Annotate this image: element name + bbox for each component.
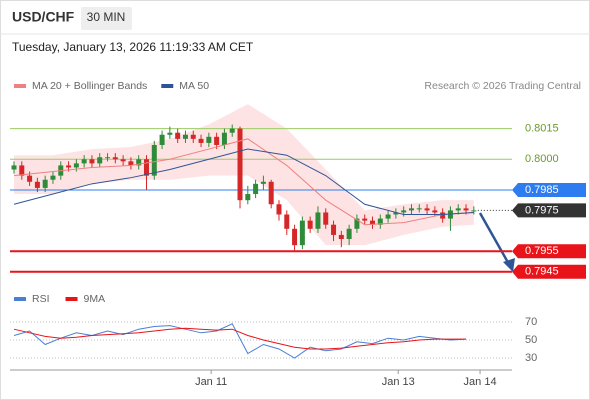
level-label: 0.8015	[525, 123, 559, 135]
candle-body	[190, 134, 196, 139]
legend-label: MA 50	[179, 80, 209, 92]
credit: Research © 2026 Trading Central	[424, 80, 581, 92]
candle-body	[27, 175, 33, 182]
candle-body	[151, 144, 157, 176]
candle-body	[97, 157, 103, 164]
level-label-box	[512, 264, 586, 279]
candle-body	[89, 159, 95, 164]
candle-body	[136, 159, 142, 166]
candle-body	[221, 132, 227, 145]
y-tick-label: 70	[525, 316, 537, 328]
candle-body	[471, 210, 477, 212]
timeframe-badge	[81, 7, 132, 30]
candle-body	[42, 179, 48, 188]
level-label: 0.8000	[525, 153, 559, 165]
legend-label: MA 20 + Bollinger Bands	[32, 80, 147, 92]
legend-label: 9MA	[84, 293, 106, 305]
candle-body	[338, 234, 344, 240]
candle-body	[268, 181, 274, 205]
candle-body	[331, 224, 337, 235]
candle-body	[323, 212, 329, 225]
candle-body	[276, 204, 282, 215]
candle-body	[463, 208, 469, 211]
ma-line	[13, 138, 474, 226]
candle-body	[50, 175, 56, 180]
candle-body	[385, 214, 391, 219]
candle-body	[237, 128, 243, 201]
chart-title: USD/CHF	[12, 9, 75, 25]
level-label: 0.7945	[525, 266, 559, 278]
legend-swatch	[65, 297, 78, 301]
candle-body	[432, 210, 438, 213]
candle-body	[182, 134, 188, 139]
level-label: 0.7955	[525, 245, 559, 257]
level-label-box	[512, 182, 586, 197]
candle-body	[299, 220, 305, 246]
candle-body	[362, 218, 368, 221]
candle-body	[229, 128, 235, 133]
legend-swatch	[161, 84, 174, 88]
candle-body	[112, 157, 118, 160]
x-tick-label: Jan 14	[464, 376, 497, 388]
timeframe: 30 MIN	[87, 10, 126, 24]
candle-body	[11, 165, 17, 170]
candle-body	[143, 159, 149, 176]
legend-swatch	[14, 297, 26, 301]
candle-body	[253, 183, 259, 195]
candle-body	[245, 194, 251, 201]
candle-body	[408, 208, 414, 211]
candle-body	[424, 208, 430, 211]
y-tick-label: 30	[525, 352, 537, 364]
rsi-line	[13, 327, 467, 350]
candle-body	[198, 138, 204, 143]
legend-label: RSI	[32, 293, 50, 305]
candle-body	[206, 136, 212, 143]
candle-body	[73, 163, 79, 168]
candle-body	[292, 228, 298, 246]
candle-body	[377, 218, 383, 225]
candle-body	[214, 136, 220, 145]
level-label-box	[512, 244, 586, 259]
level-label: 0.7985	[525, 184, 559, 196]
timestamp: Tuesday, January 13, 2026 11:19:33 AM CE…	[12, 40, 254, 54]
y-tick-label: 50	[525, 334, 537, 346]
candle-body	[260, 181, 266, 184]
candle-body	[354, 218, 360, 229]
candle-body	[19, 165, 25, 176]
forecast-arrowhead	[503, 258, 515, 272]
candle-body	[393, 212, 399, 215]
candle-body	[167, 132, 173, 135]
candle-body	[284, 214, 290, 229]
candle-body	[128, 161, 134, 166]
candle-body	[447, 210, 453, 219]
candle-body	[315, 212, 321, 229]
candle-body	[34, 181, 40, 188]
candle-body	[105, 157, 111, 159]
x-tick-label: Jan 13	[382, 376, 415, 388]
bollinger-band	[14, 104, 474, 246]
legend-swatch	[14, 84, 26, 88]
candle-body	[175, 132, 181, 139]
candle-body	[81, 159, 87, 164]
ma-line	[13, 148, 474, 215]
x-tick-label: Jan 11	[195, 376, 227, 388]
candle-body	[66, 165, 72, 168]
level-label: 0.7975	[525, 204, 559, 216]
candle-body	[401, 210, 407, 213]
candle-body	[159, 134, 165, 145]
candle-body	[440, 212, 446, 219]
candle-body	[370, 220, 376, 225]
candle-body	[346, 228, 352, 240]
candle-body	[307, 220, 313, 229]
level-label-box	[512, 203, 586, 218]
forecast-arrow	[478, 212, 512, 267]
candle-body	[455, 208, 461, 211]
candle-body	[120, 159, 126, 162]
candle-body	[416, 208, 422, 210]
rsi-line	[13, 323, 467, 359]
